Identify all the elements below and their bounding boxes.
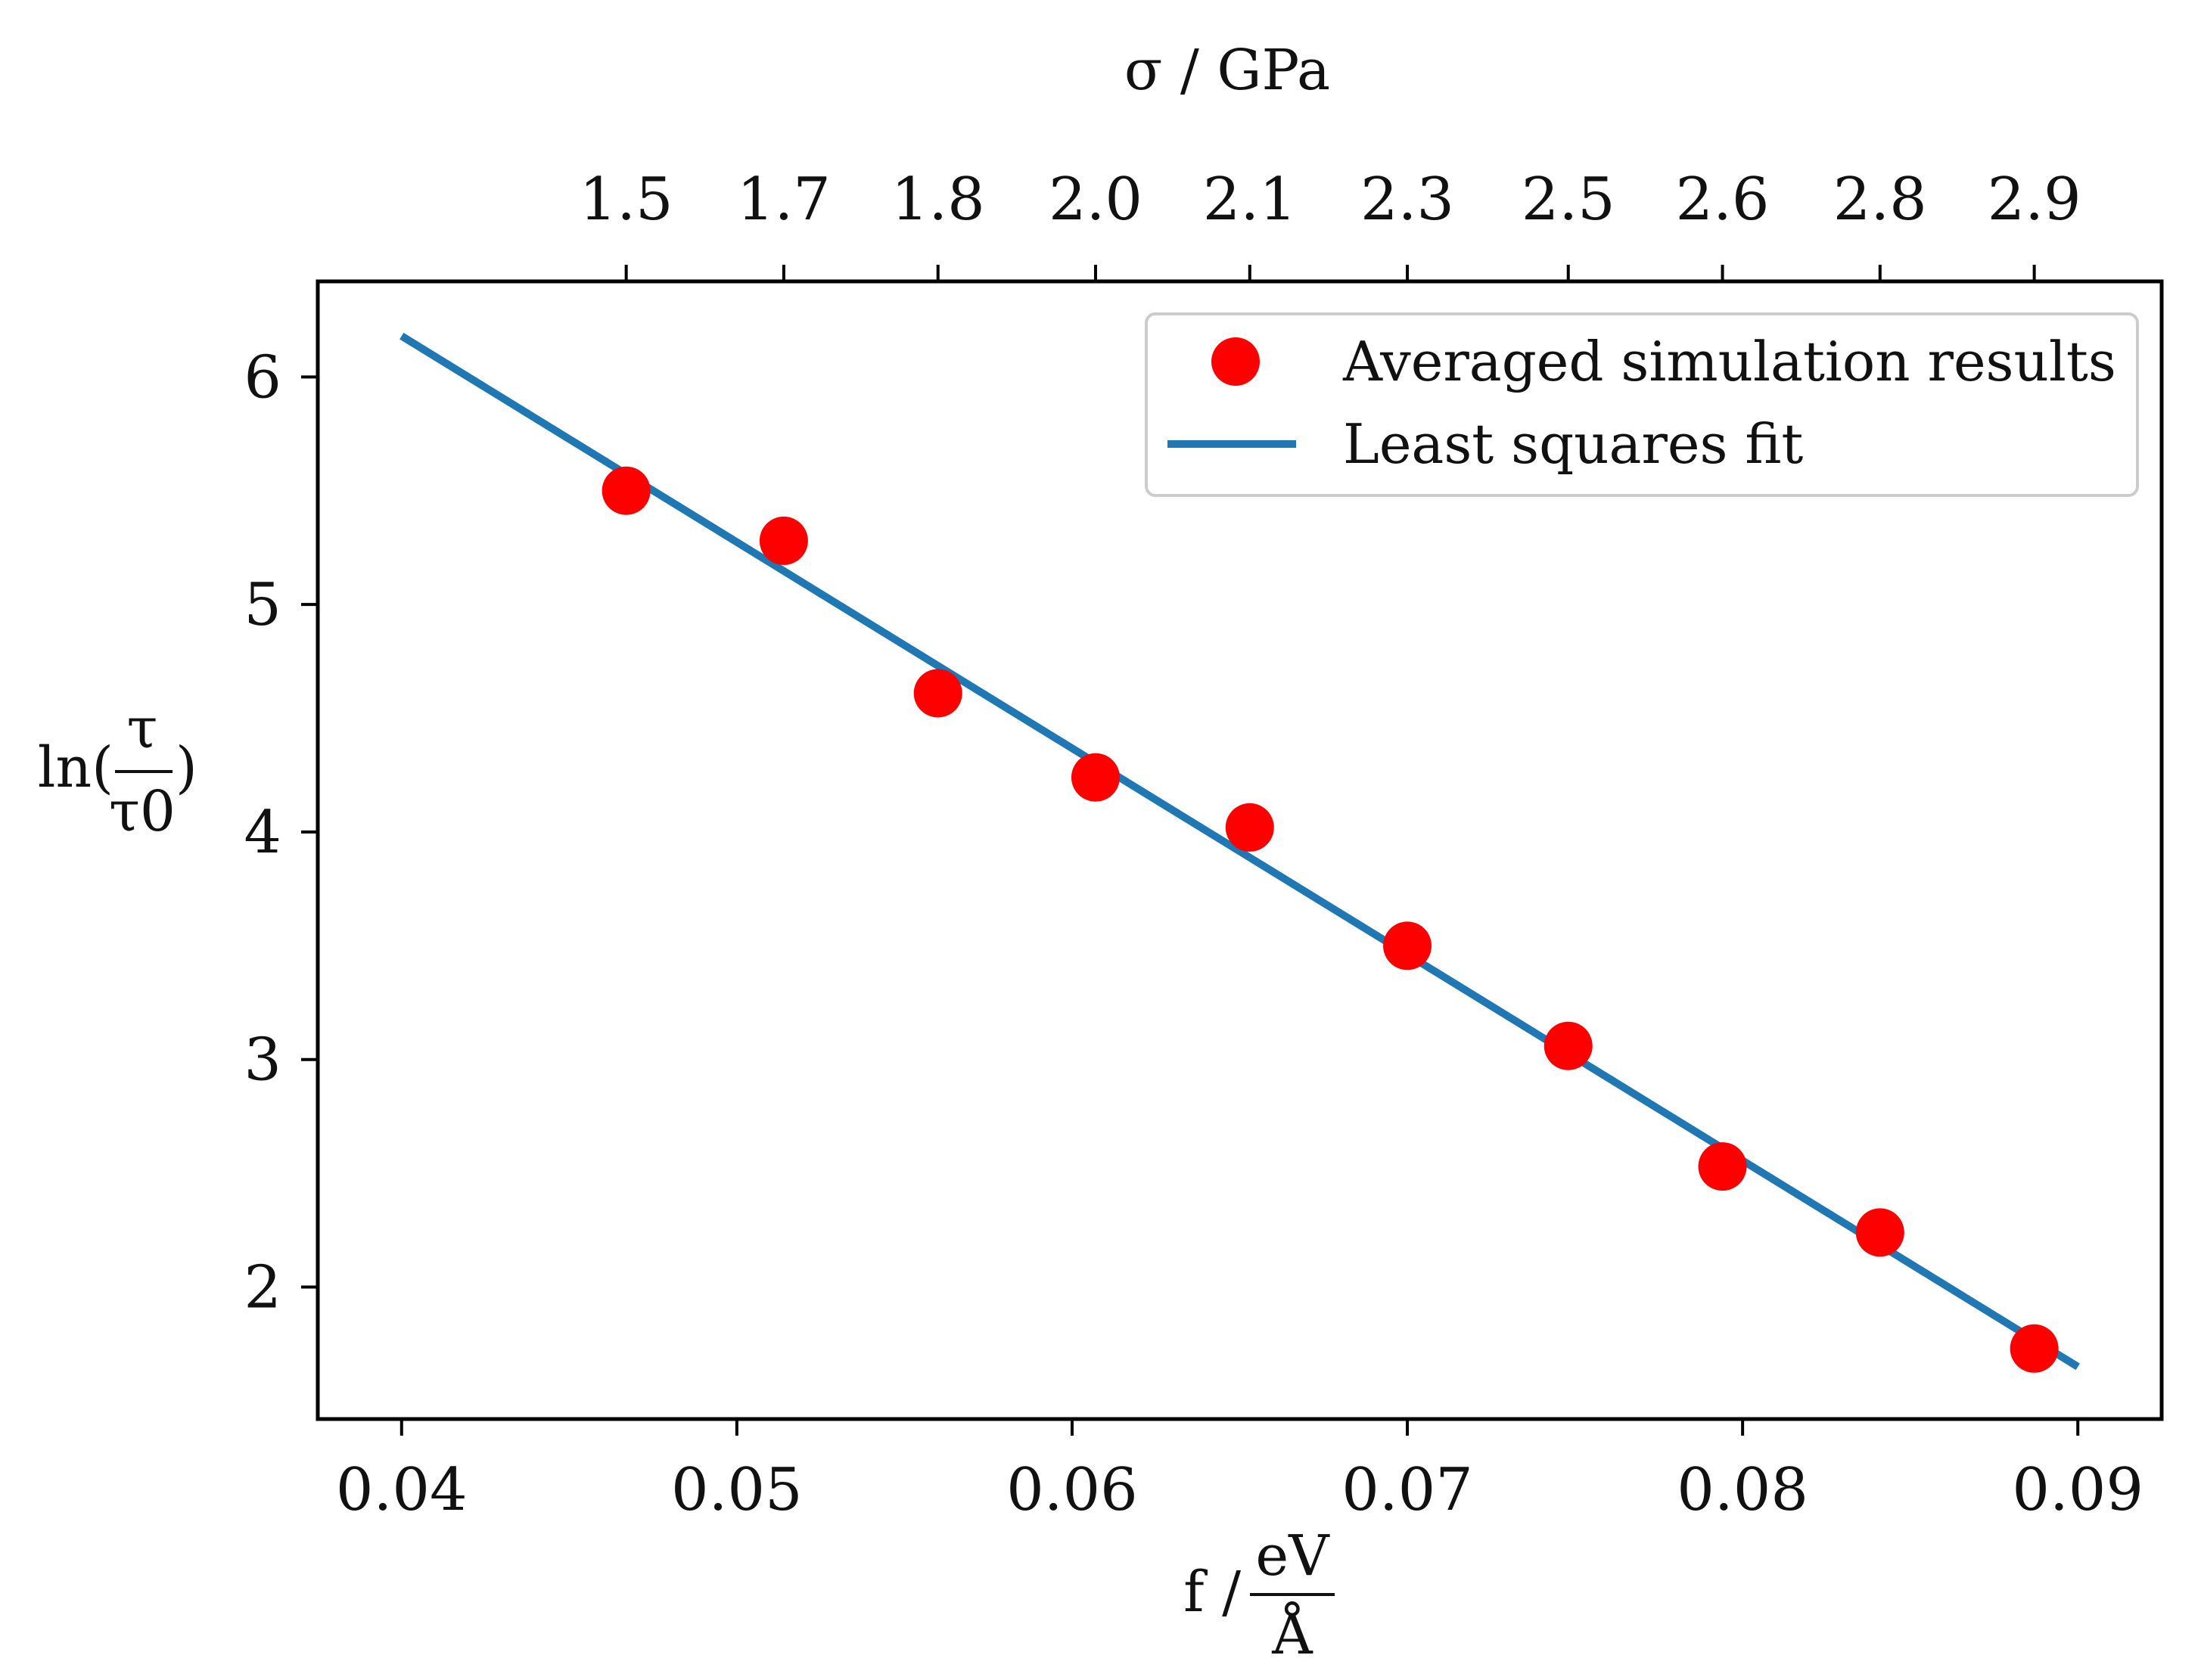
y-axis-label-suffix: ) bbox=[176, 735, 197, 800]
x-tick-label: 0.07 bbox=[1341, 1456, 1473, 1524]
data-point bbox=[759, 516, 808, 565]
x-tick-label: 0.04 bbox=[336, 1456, 468, 1524]
top-tick-label: 1.7 bbox=[737, 166, 831, 234]
legend-label-scatter: Averaged simulation results bbox=[1342, 330, 2116, 393]
x-axis-label-prefix: f / bbox=[1183, 1560, 1241, 1625]
y-tick-label: 5 bbox=[244, 571, 281, 639]
y-tick-label: 4 bbox=[244, 799, 281, 867]
top-tick-label: 2.0 bbox=[1049, 166, 1142, 234]
top-tick-label: 2.3 bbox=[1360, 166, 1454, 234]
data-point bbox=[1543, 1021, 1593, 1070]
top-tick-label: 1.8 bbox=[891, 166, 985, 234]
x-axis-label-denominator: Å bbox=[1271, 1601, 1313, 1667]
data-point bbox=[1071, 753, 1120, 802]
y-axis-label-numerator: τ bbox=[127, 696, 158, 761]
plot-area: 0.04 0.05 0.06 0.07 0.08 0.09 2 3 4 5 6 1.5 1.7 1.8 2.… bbox=[244, 166, 2164, 1524]
y-axis-label: ln( τ τ0 ) bbox=[38, 696, 197, 844]
top-tick-label: 2.6 bbox=[1676, 166, 1770, 234]
top-tick-label: 2.5 bbox=[1522, 166, 1615, 234]
top-tick-label: 2.8 bbox=[1833, 166, 1927, 234]
y-axis-label-prefix: ln( bbox=[38, 735, 113, 800]
data-point bbox=[602, 466, 651, 515]
data-point bbox=[1855, 1208, 1904, 1257]
y-axis-label-denominator: τ0 bbox=[109, 779, 176, 844]
x-tick-label: 0.08 bbox=[1677, 1456, 1808, 1524]
y-tick-label: 6 bbox=[244, 343, 281, 411]
top-axis-label: σ / GPa bbox=[1124, 38, 1330, 103]
data-point bbox=[1225, 803, 1274, 852]
top-tick-label: 2.9 bbox=[1988, 166, 2081, 234]
data-point bbox=[2010, 1324, 2059, 1373]
data-point bbox=[1383, 921, 1432, 970]
legend-marker-scatter bbox=[1211, 337, 1260, 386]
y-tick-label: 2 bbox=[244, 1254, 281, 1322]
data-point bbox=[1698, 1142, 1747, 1191]
x-tick-label: 0.05 bbox=[671, 1456, 803, 1524]
top-tick-label: 2.1 bbox=[1203, 166, 1297, 234]
data-point bbox=[913, 669, 962, 718]
legend-label-line: Least squares fit bbox=[1343, 412, 1803, 476]
top-tick-label: 1.5 bbox=[580, 166, 673, 234]
x-axis-label-numerator: eV bbox=[1255, 1523, 1330, 1588]
y-tick-label: 3 bbox=[244, 1026, 281, 1095]
x-axis-label: f / eV Å bbox=[1183, 1523, 1335, 1667]
x-tick-label: 0.09 bbox=[2012, 1456, 2143, 1524]
x-tick-label: 0.06 bbox=[1006, 1456, 1138, 1524]
fit-line bbox=[399, 332, 2080, 1371]
legend: Averaged simulation results Least squares… bbox=[1145, 312, 2139, 497]
plot-frame bbox=[316, 279, 2164, 1421]
legend-box bbox=[1145, 312, 2139, 497]
